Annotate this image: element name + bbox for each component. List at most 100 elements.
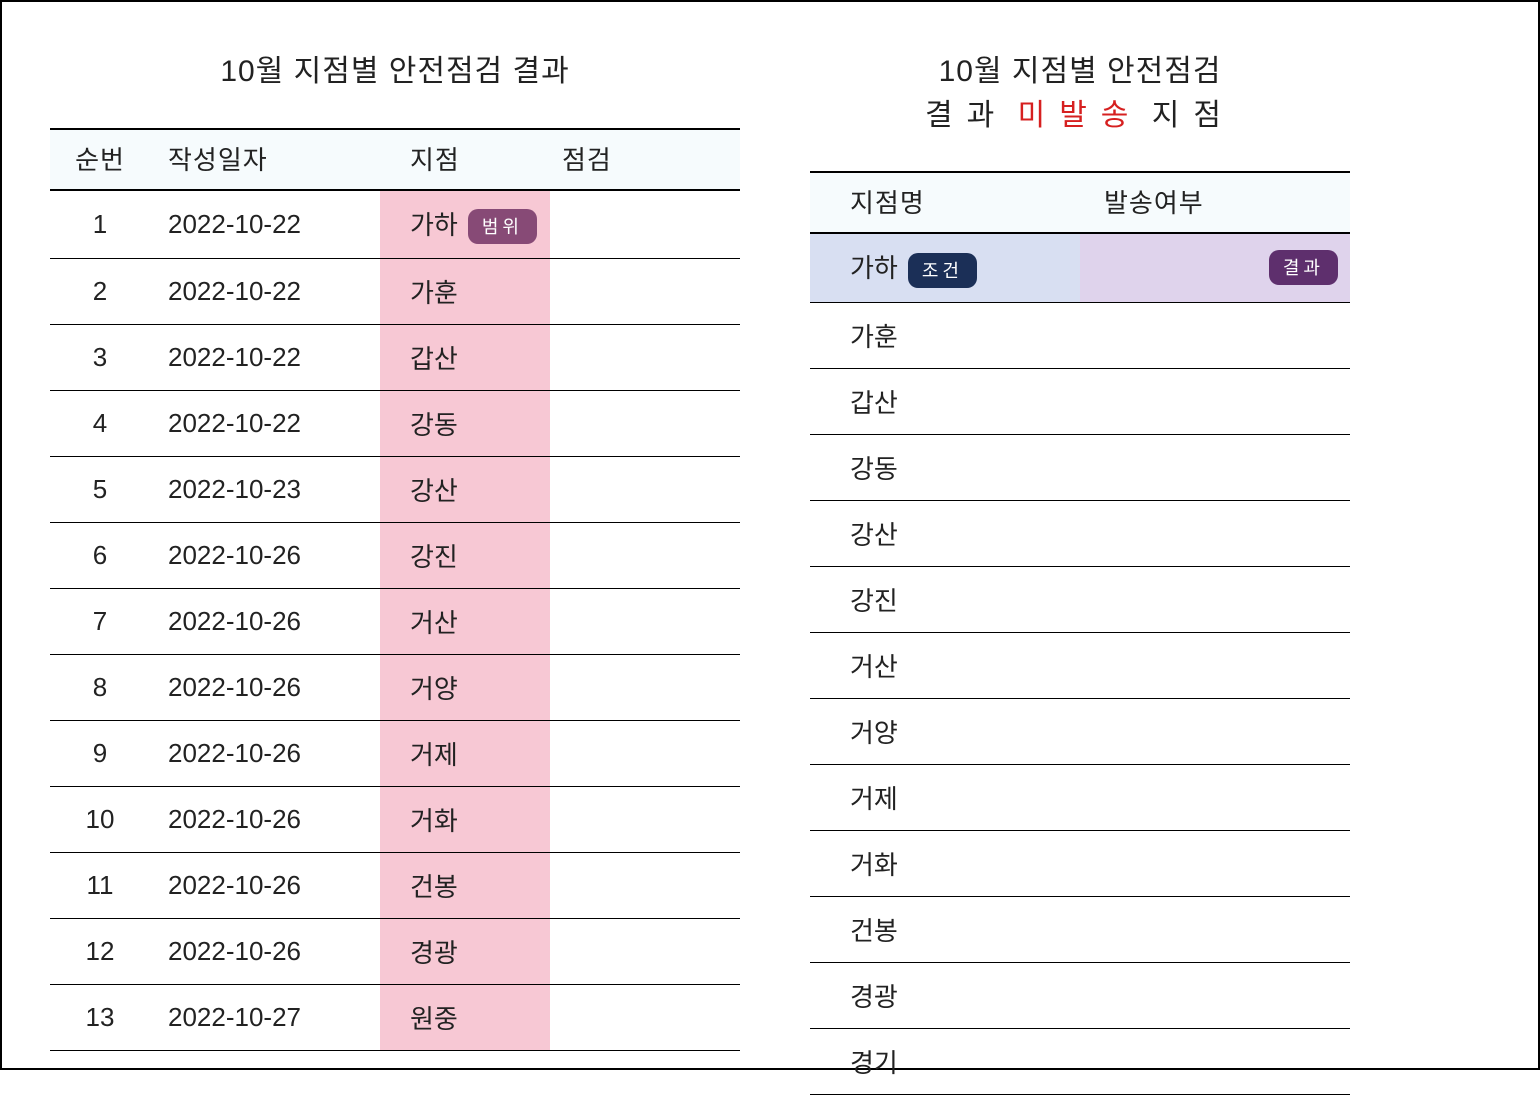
right-cell-branch: 갑산 [810, 368, 1080, 434]
table-row: 12022-10-22가하범위 [50, 190, 740, 259]
left-cell-branch-text: 강동 [410, 410, 458, 440]
right-cell-sent [1080, 830, 1350, 896]
left-cell-branch: 경광 [380, 919, 550, 985]
right-cell-branch: 강진 [810, 566, 1080, 632]
left-cell-check [550, 523, 740, 589]
right-cell-branch: 거제 [810, 764, 1080, 830]
left-cell-branch-text: 강진 [410, 542, 458, 572]
left-cell-branch-text: 건봉 [410, 872, 458, 902]
left-cell-check [550, 985, 740, 1051]
right-cell-sent [1080, 500, 1350, 566]
left-cell-branch: 거양 [380, 655, 550, 721]
left-cell-branch: 거산 [380, 589, 550, 655]
right-cell-branch-text: 경기 [850, 1048, 898, 1078]
left-cell-no: 3 [50, 325, 150, 391]
left-cell-branch-text: 가훈 [410, 278, 458, 308]
table-row: 132022-10-27원중 [50, 985, 740, 1051]
two-column-wrap: 10월 지점별 안전점검 결과 순번 작성일자 지점 점검 12022-10-2… [50, 42, 1490, 1095]
left-cell-date: 2022-10-22 [150, 259, 380, 325]
table-row: 거화 [810, 830, 1350, 896]
right-cell-branch-text: 강산 [850, 520, 898, 550]
left-cell-branch: 거화 [380, 787, 550, 853]
right-cell-branch-text: 거산 [850, 652, 898, 682]
right-cell-sent [1080, 896, 1350, 962]
table-row: 92022-10-26 거제 [50, 721, 740, 787]
left-panel: 10월 지점별 안전점검 결과 순번 작성일자 지점 점검 12022-10-2… [50, 42, 740, 1095]
left-cell-date: 2022-10-27 [150, 985, 380, 1051]
right-cell-sent [1080, 566, 1350, 632]
table-row: 거산 [810, 632, 1350, 698]
left-cell-branch-text: 경광 [410, 938, 458, 968]
right-cell-sent [1080, 698, 1350, 764]
right-cell-branch-text: 거화 [850, 850, 898, 880]
table-row: 거제 [810, 764, 1350, 830]
result-badge: 결과 [1269, 250, 1338, 285]
left-title: 10월 지점별 안전점검 결과 [50, 50, 740, 94]
left-cell-date: 2022-10-23 [150, 457, 380, 523]
left-cell-no: 7 [50, 589, 150, 655]
left-cell-check [550, 655, 740, 721]
right-title-line2b: 미발송 [1018, 99, 1143, 132]
range-badge: 범위 [468, 209, 537, 244]
left-cell-no: 11 [50, 853, 150, 919]
right-cell-branch-text: 거제 [850, 784, 898, 814]
left-cell-check [550, 853, 740, 919]
left-cell-check [550, 259, 740, 325]
left-cell-branch-text: 갑산 [410, 344, 458, 374]
left-cell-date: 2022-10-26 [150, 919, 380, 985]
right-col-sent: 발송여부 [1080, 172, 1350, 233]
right-table: 지점명 발송여부 가하조건 결과가훈갑산강동강산강진거산거양거제거화건봉경광경기 [810, 171, 1350, 1095]
right-cell-sent: 결과 [1080, 233, 1350, 302]
left-cell-branch-text: 가하 [410, 210, 458, 240]
table-row: 경광 [810, 962, 1350, 1028]
left-cell-date: 2022-10-22 [150, 190, 380, 259]
left-col-date: 작성일자 [150, 129, 380, 190]
left-cell-date: 2022-10-26 [150, 721, 380, 787]
left-cell-date: 2022-10-26 [150, 655, 380, 721]
right-cell-branch: 가훈 [810, 302, 1080, 368]
right-cell-branch: 강동 [810, 434, 1080, 500]
table-row: 강진 [810, 566, 1350, 632]
right-cell-branch: 가하조건 [810, 233, 1080, 302]
right-cell-sent [1080, 434, 1350, 500]
right-cell-branch-text: 가훈 [850, 322, 898, 352]
left-cell-date: 2022-10-26 [150, 787, 380, 853]
left-cell-branch: 거제 [380, 721, 550, 787]
left-cell-branch-text: 거제 [410, 740, 458, 770]
left-cell-no: 2 [50, 259, 150, 325]
right-cell-sent [1080, 632, 1350, 698]
left-cell-branch: 강진 [380, 523, 550, 589]
right-cell-branch: 거양 [810, 698, 1080, 764]
right-cell-branch: 강산 [810, 500, 1080, 566]
left-col-check: 점검 [550, 129, 740, 190]
left-cell-check [550, 457, 740, 523]
right-cell-branch: 거화 [810, 830, 1080, 896]
right-table-header-row: 지점명 발송여부 [810, 172, 1350, 233]
table-row: 52022-10-23강산 [50, 457, 740, 523]
left-table-header-row: 순번 작성일자 지점 점검 [50, 129, 740, 190]
right-cell-branch: 거산 [810, 632, 1080, 698]
left-cell-date: 2022-10-26 [150, 589, 380, 655]
table-row: 가하조건 결과 [810, 233, 1350, 302]
right-cell-branch-text: 강동 [850, 454, 898, 484]
page: 10월 지점별 안전점검 결과 순번 작성일자 지점 점검 12022-10-2… [0, 0, 1540, 1070]
left-cell-check [550, 589, 740, 655]
left-cell-branch-text: 거양 [410, 674, 458, 704]
table-row: 거양 [810, 698, 1350, 764]
right-cell-sent [1080, 302, 1350, 368]
left-cell-date: 2022-10-22 [150, 325, 380, 391]
left-cell-check [550, 721, 740, 787]
right-cell-branch: 경기 [810, 1028, 1080, 1094]
left-cell-date: 2022-10-26 [150, 523, 380, 589]
right-cell-branch-text: 가하 [850, 253, 898, 283]
left-cell-no: 6 [50, 523, 150, 589]
table-row: 건봉 [810, 896, 1350, 962]
left-cell-date: 2022-10-26 [150, 853, 380, 919]
table-row: 112022-10-26 건봉 [50, 853, 740, 919]
table-row: 강산 [810, 500, 1350, 566]
table-row: 122022-10-26경광 [50, 919, 740, 985]
right-title-line2a: 결과 [925, 99, 1008, 132]
right-cell-sent [1080, 368, 1350, 434]
table-row: 경기 [810, 1028, 1350, 1094]
left-cell-no: 9 [50, 721, 150, 787]
